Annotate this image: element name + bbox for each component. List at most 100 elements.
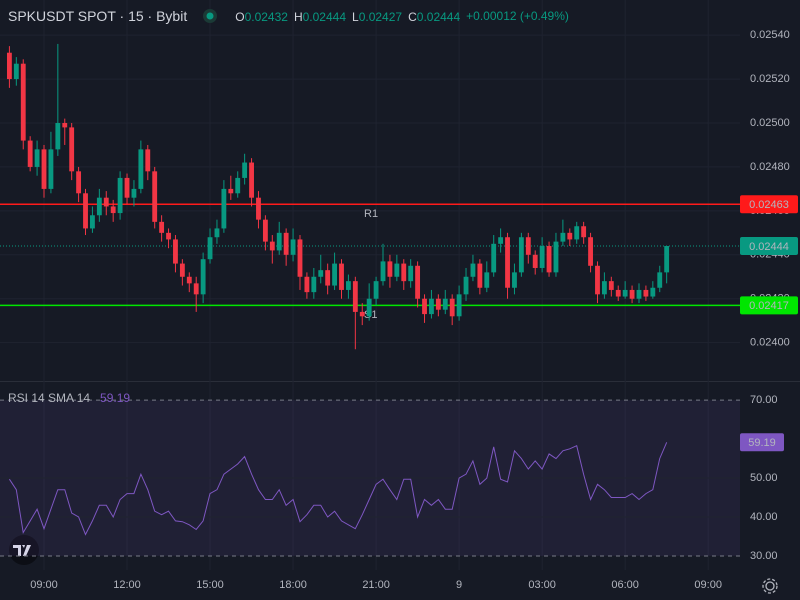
x-tick-label: 12:00 (113, 579, 141, 591)
symbol-title[interactable]: SPKUSDT SPOT · 15 · Bybit (8, 8, 188, 24)
candle-body (152, 171, 158, 222)
candle-body (55, 123, 61, 150)
y-tick-label: 50.00 (750, 472, 778, 484)
candle-body (6, 52, 12, 80)
candle-body (422, 298, 427, 315)
candle-body (380, 261, 386, 282)
price-line-label: R1 (364, 208, 378, 220)
x-tick-label: 06:00 (611, 579, 639, 591)
rsi-legend: RSI 14 SMA 14 59.19 (8, 391, 130, 405)
symbol-header: SPKUSDT SPOT · 15 · Bybit O0.02432 H0.024… (8, 7, 569, 25)
candle-body (470, 263, 476, 277)
rsi-title[interactable]: RSI 14 SMA 14 (8, 391, 91, 405)
candle-body (138, 149, 144, 189)
candle-body (41, 149, 47, 189)
candle-body (657, 272, 663, 288)
last-price-box (740, 237, 798, 256)
candle-body (186, 276, 192, 284)
candle-body (269, 241, 275, 251)
price-change: +0.00012 (+0.49%) (466, 9, 569, 23)
x-tick-label: 03:00 (528, 579, 556, 591)
ohlc-value: 0.02444 (302, 10, 347, 24)
candle-body (200, 259, 206, 295)
candle-body (345, 281, 351, 290)
candle-body (20, 63, 26, 141)
candle-body (103, 197, 109, 207)
candle-body (553, 241, 559, 273)
candle-body (96, 197, 102, 216)
price-line-value-box (740, 195, 798, 214)
y-tick-label: 30.00 (750, 550, 778, 562)
candle-body (256, 197, 261, 220)
candle-body (249, 162, 254, 198)
candle-body (539, 246, 545, 268)
candle-body (435, 298, 441, 310)
candle-body (429, 298, 434, 315)
price-line-value-label: 0.02463 (749, 199, 789, 211)
y-tick-label: 0.02400 (750, 337, 790, 349)
candle-body (332, 263, 337, 286)
candle-body (629, 289, 635, 299)
candle-body (117, 177, 123, 214)
last-price-label: 0.02444 (749, 241, 789, 253)
candle-body (304, 276, 310, 293)
candle-body (498, 237, 504, 244)
ohlc-value: 0.02444 (416, 10, 461, 24)
candle-body (297, 239, 303, 277)
candle-body (387, 261, 393, 277)
candle-body (290, 239, 296, 255)
candle-body (456, 294, 462, 317)
y-tick-label: 0.02500 (750, 117, 790, 129)
x-tick-label: 09:00 (30, 579, 58, 591)
y-tick-label: 0.02540 (750, 29, 790, 41)
candle-body (463, 276, 469, 295)
candle-body (601, 281, 607, 295)
candle-body (13, 63, 19, 80)
candle-body (159, 221, 165, 233)
candle-body (366, 298, 372, 317)
candle-body (373, 281, 379, 299)
candle-body (179, 263, 185, 277)
candle-body (484, 272, 490, 288)
candle-body (83, 193, 88, 229)
settings-icon[interactable] (762, 578, 778, 594)
candle-body (325, 270, 331, 286)
candle-body (276, 232, 282, 251)
candle-body (311, 276, 317, 293)
candle-body (131, 188, 137, 198)
candle-body (442, 298, 448, 310)
ohlc-key: C (408, 10, 417, 24)
candle-body (359, 311, 365, 317)
candle-body (173, 239, 178, 264)
candle-body (394, 263, 400, 277)
candle-body (574, 226, 580, 240)
candle-body (318, 270, 324, 277)
rsi-value-label: 59.19 (748, 437, 776, 449)
candle-body (262, 219, 268, 242)
y-tick-label: 40.00 (750, 511, 778, 523)
candle-body (228, 188, 234, 194)
price-line-value-label: 0.02417 (749, 300, 789, 312)
candle-body (546, 246, 552, 273)
candle-body (193, 283, 199, 295)
candle-body (283, 232, 289, 255)
candle-body (76, 171, 82, 194)
candle-body (636, 289, 642, 299)
candle-body (207, 237, 213, 260)
candle-body (214, 228, 220, 238)
candle-body (650, 287, 656, 297)
x-tick-label: 18:00 (279, 579, 307, 591)
ohlc-key: H (293, 10, 303, 24)
candle-body (352, 281, 358, 312)
candle-body (242, 162, 248, 178)
ohlc-key: L (352, 10, 359, 24)
candle-body (408, 265, 414, 282)
candle-body (664, 246, 670, 273)
candle-body (339, 263, 344, 290)
ohlc-value: 0.02432 (244, 10, 288, 24)
candle-body (567, 232, 573, 240)
candle-body (615, 289, 621, 297)
x-tick-label: 09:00 (694, 579, 722, 591)
candle-body (643, 289, 649, 297)
